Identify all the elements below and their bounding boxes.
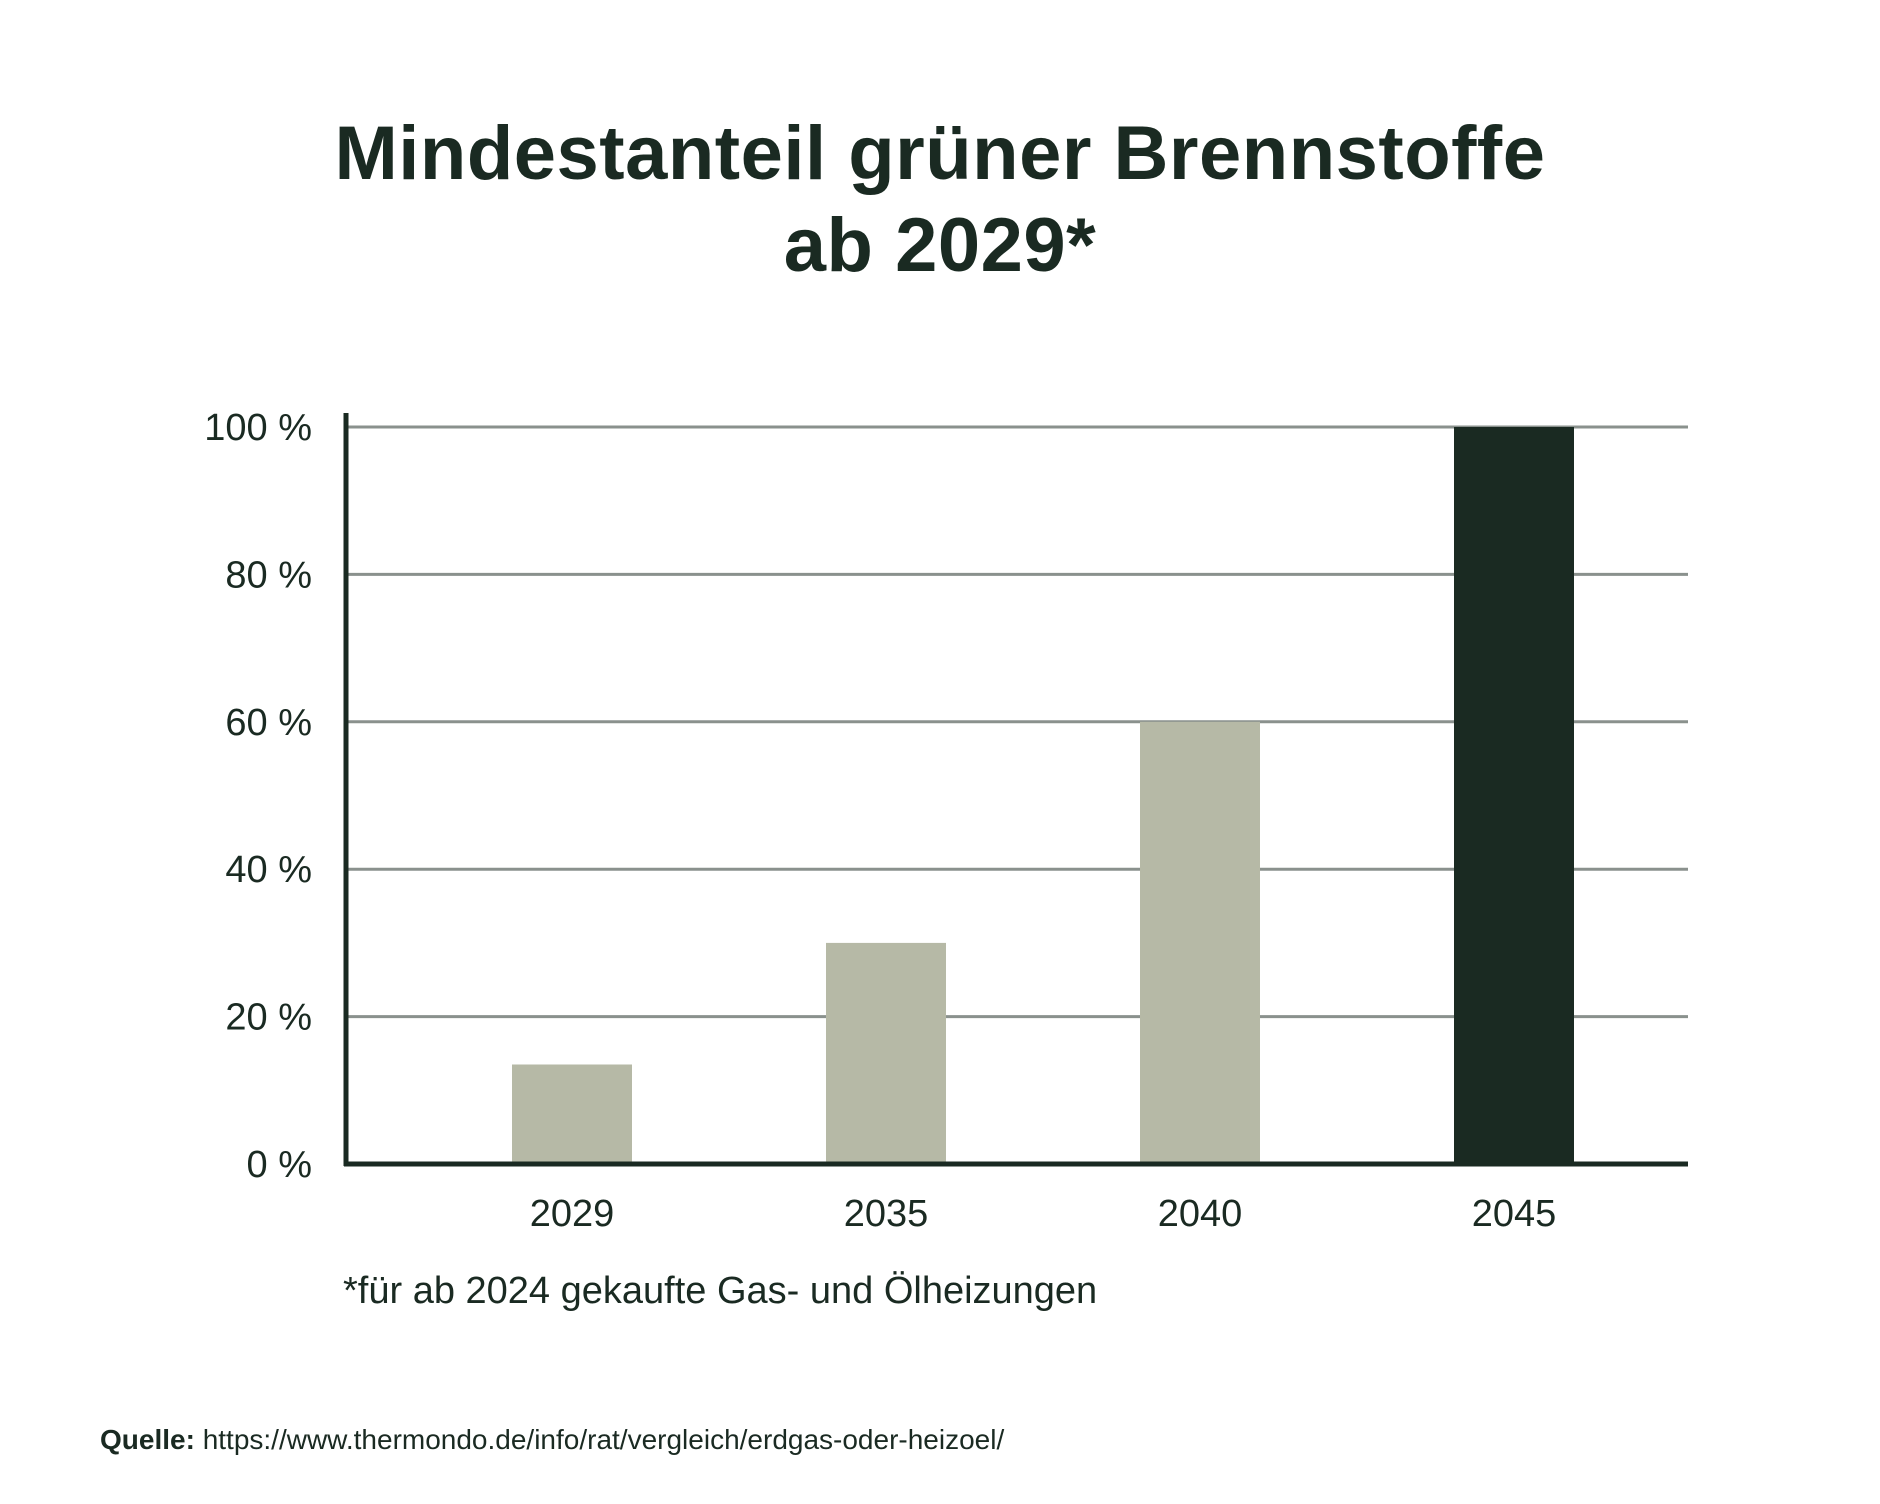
- x-tick-label-2040: 2040: [1158, 1193, 1243, 1235]
- source-url[interactable]: https://www.thermondo.de/info/rat/vergle…: [202, 1424, 1005, 1455]
- chart-title: Mindestanteil grüner Brennstoffe ab 2029…: [0, 108, 1880, 292]
- chart-title-line-2: ab 2029*: [783, 203, 1097, 288]
- x-tick-label-2035: 2035: [844, 1193, 929, 1235]
- y-tick-label-20: 20 %: [225, 997, 312, 1039]
- x-tick-label-2045: 2045: [1472, 1193, 1557, 1235]
- y-tick-label-0: 0 %: [247, 1144, 312, 1186]
- bar-2035: [826, 942, 946, 1164]
- y-tick-label-80: 80 %: [225, 554, 312, 596]
- bar-2029: [512, 1064, 632, 1164]
- tick-labels: 0 % 20 % 40 % 60 % 80 % 100 % 2029 2035 2040 2045: [204, 407, 1556, 1235]
- source-line: Quelle: https://www.thermondo.de/info/ra…: [100, 1424, 1004, 1456]
- footnote: *für ab 2024 gekaufte Gas- und Ölheizung…: [343, 1270, 1098, 1312]
- y-tick-label-100: 100 %: [204, 407, 312, 449]
- y-tick-label-40: 40 %: [225, 849, 312, 891]
- axes: [343, 413, 1688, 1167]
- y-tick-label-60: 60 %: [225, 702, 312, 744]
- bars: [512, 427, 1574, 1164]
- bar-2045: [1454, 427, 1574, 1164]
- bar-2040: [1140, 721, 1260, 1164]
- x-tick-label-2029: 2029: [530, 1193, 615, 1235]
- source-label: Quelle:: [100, 1424, 195, 1455]
- chart-title-line-1: Mindestanteil grüner Brennstoffe: [334, 111, 1546, 196]
